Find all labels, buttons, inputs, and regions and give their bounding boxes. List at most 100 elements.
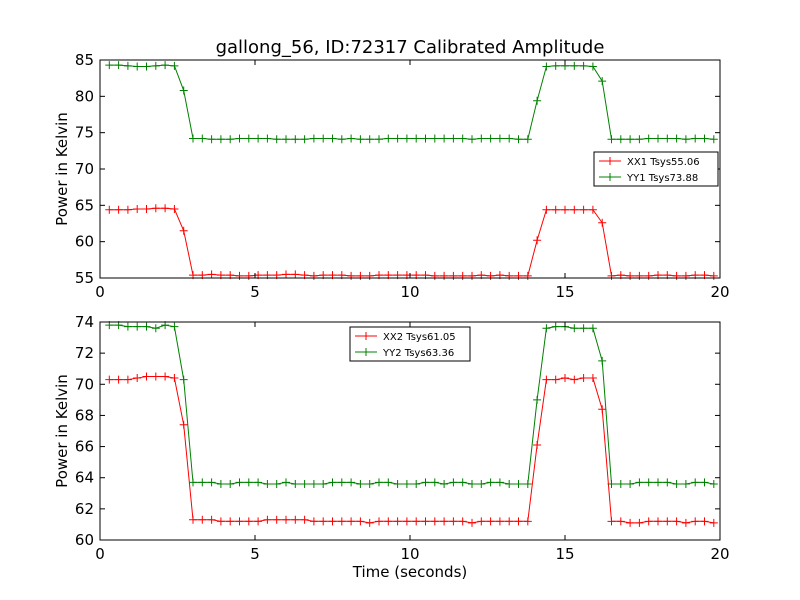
- data-point-xx2: [375, 517, 383, 526]
- data-point-xx2: [179, 420, 188, 429]
- data-point-xx2: [542, 375, 551, 384]
- data-point-yy2: [226, 479, 235, 488]
- data-point-xx1: [114, 205, 123, 214]
- data-point-xx2: [272, 515, 281, 524]
- data-point-xx1: [282, 270, 290, 279]
- data-point-yy1: [282, 135, 290, 144]
- data-point-xx2: [430, 517, 439, 526]
- data-point-xx1: [142, 204, 151, 213]
- data-point-yy2: [458, 478, 467, 487]
- data-point-xx2: [123, 375, 132, 384]
- data-point-yy1: [272, 135, 281, 144]
- data-point-yy1: [123, 61, 132, 70]
- data-point-yy1: [477, 134, 486, 143]
- data-point-yy1: [505, 134, 514, 143]
- y-tick-label: 55: [75, 269, 94, 287]
- data-point-yy2: [179, 375, 188, 384]
- legend-swatch-marker: [606, 157, 614, 165]
- data-point-xx1: [533, 236, 542, 245]
- data-point-yy1: [663, 134, 672, 143]
- data-point-yy2: [663, 478, 672, 487]
- data-point-xx2: [523, 517, 532, 526]
- data-point-yy2: [672, 479, 681, 488]
- data-point-yy2: [337, 478, 346, 487]
- data-point-yy1: [495, 134, 504, 143]
- data-point-yy1: [198, 134, 207, 143]
- legend-swatch-marker: [362, 332, 370, 340]
- data-point-xx2: [588, 374, 597, 383]
- data-point-xx2: [356, 517, 365, 526]
- data-point-yy1: [709, 135, 718, 144]
- data-point-yy1: [421, 134, 430, 143]
- data-point-yy2: [151, 324, 160, 333]
- data-point-xx1: [133, 204, 142, 213]
- data-point-xx1: [161, 204, 170, 213]
- data-point-xx2: [207, 515, 216, 524]
- data-point-xx2: [347, 517, 356, 526]
- data-point-xx2: [328, 517, 337, 526]
- x-tick-label: 10: [400, 545, 419, 563]
- data-point-yy1: [458, 134, 467, 143]
- y-tick-label: 60: [75, 531, 94, 549]
- data-point-xx2: [514, 517, 523, 526]
- data-point-yy1: [393, 134, 402, 143]
- data-point-yy2: [542, 324, 551, 333]
- data-point-yy2: [375, 478, 383, 487]
- data-point-xx2: [533, 441, 542, 450]
- data-point-xx1: [291, 270, 300, 279]
- data-point-yy1: [384, 134, 393, 143]
- data-point-yy2: [170, 322, 179, 331]
- legend-label: YY1 Tsys73.88: [626, 173, 698, 184]
- data-point-yy1: [375, 135, 383, 144]
- data-point-yy1: [114, 61, 123, 70]
- data-point-yy2: [235, 478, 244, 487]
- data-point-xx2: [142, 372, 151, 381]
- data-point-yy1: [263, 134, 272, 143]
- data-point-xx2: [263, 515, 272, 524]
- data-point-yy1: [579, 61, 588, 70]
- data-point-xx1: [598, 218, 607, 227]
- data-point-yy1: [235, 134, 244, 143]
- data-point-yy2: [468, 479, 476, 488]
- data-point-xx2: [365, 518, 374, 527]
- data-point-xx2: [421, 517, 430, 526]
- legend: XX2 Tsys61.05 YY2 Tsys63.36: [349, 326, 471, 362]
- data-point-yy2: [477, 479, 486, 488]
- x-tick-label: 5: [250, 283, 260, 301]
- data-point-xx2: [486, 517, 495, 526]
- data-point-xx1: [179, 226, 188, 235]
- data-point-yy1: [533, 96, 542, 105]
- y-tick-label: 65: [75, 196, 94, 214]
- data-point-yy2: [616, 479, 625, 488]
- y-tick-label: 85: [75, 51, 94, 69]
- data-point-xx2: [458, 517, 467, 526]
- x-tick-label: 0: [95, 283, 105, 301]
- data-point-xx2: [681, 518, 690, 527]
- data-point-yy1: [365, 135, 374, 144]
- data-point-yy2: [691, 478, 700, 487]
- data-point-yy1: [207, 135, 216, 144]
- data-point-yy2: [495, 478, 504, 487]
- x-tick-label: 15: [555, 545, 574, 563]
- data-point-xx2: [598, 405, 607, 414]
- data-point-xx1: [123, 205, 132, 214]
- data-point-xx2: [468, 518, 476, 527]
- y-tick-label: 68: [75, 406, 94, 424]
- data-point-yy1: [142, 62, 151, 71]
- data-point-xx2: [235, 517, 244, 526]
- data-point-xx2: [226, 517, 235, 526]
- x-tick-label: 5: [250, 545, 260, 563]
- data-point-xx1: [570, 205, 579, 214]
- data-point-xx2: [309, 517, 318, 526]
- data-point-yy1: [309, 134, 318, 143]
- data-point-yy1: [189, 134, 197, 143]
- data-point-yy2: [440, 479, 449, 488]
- data-point-yy1: [226, 135, 235, 144]
- data-point-xx1: [207, 270, 216, 279]
- data-point-yy2: [551, 322, 560, 331]
- bottom-plot: 0 5 10 15 20 60 62 64 66 68 70 72 74 Power in Kelvin T…: [53, 313, 730, 581]
- legend-box: [349, 326, 471, 362]
- data-point-xx2: [105, 375, 114, 384]
- data-point-yy1: [654, 134, 662, 143]
